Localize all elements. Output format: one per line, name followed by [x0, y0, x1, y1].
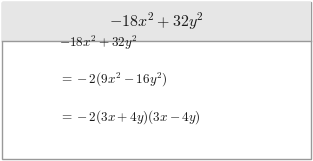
- Text: $= -2(3x+4y)(3x-4y)$: $= -2(3x+4y)(3x-4y)$: [59, 108, 201, 126]
- Text: $-18x^2+32y^2$: $-18x^2+32y^2$: [109, 11, 204, 32]
- Text: $-18x^2+32y^2$: $-18x^2+32y^2$: [59, 33, 138, 52]
- Bar: [2, 2, 311, 41]
- Text: $= -2(9x^2-16y^2)$: $= -2(9x^2-16y^2)$: [59, 71, 168, 89]
